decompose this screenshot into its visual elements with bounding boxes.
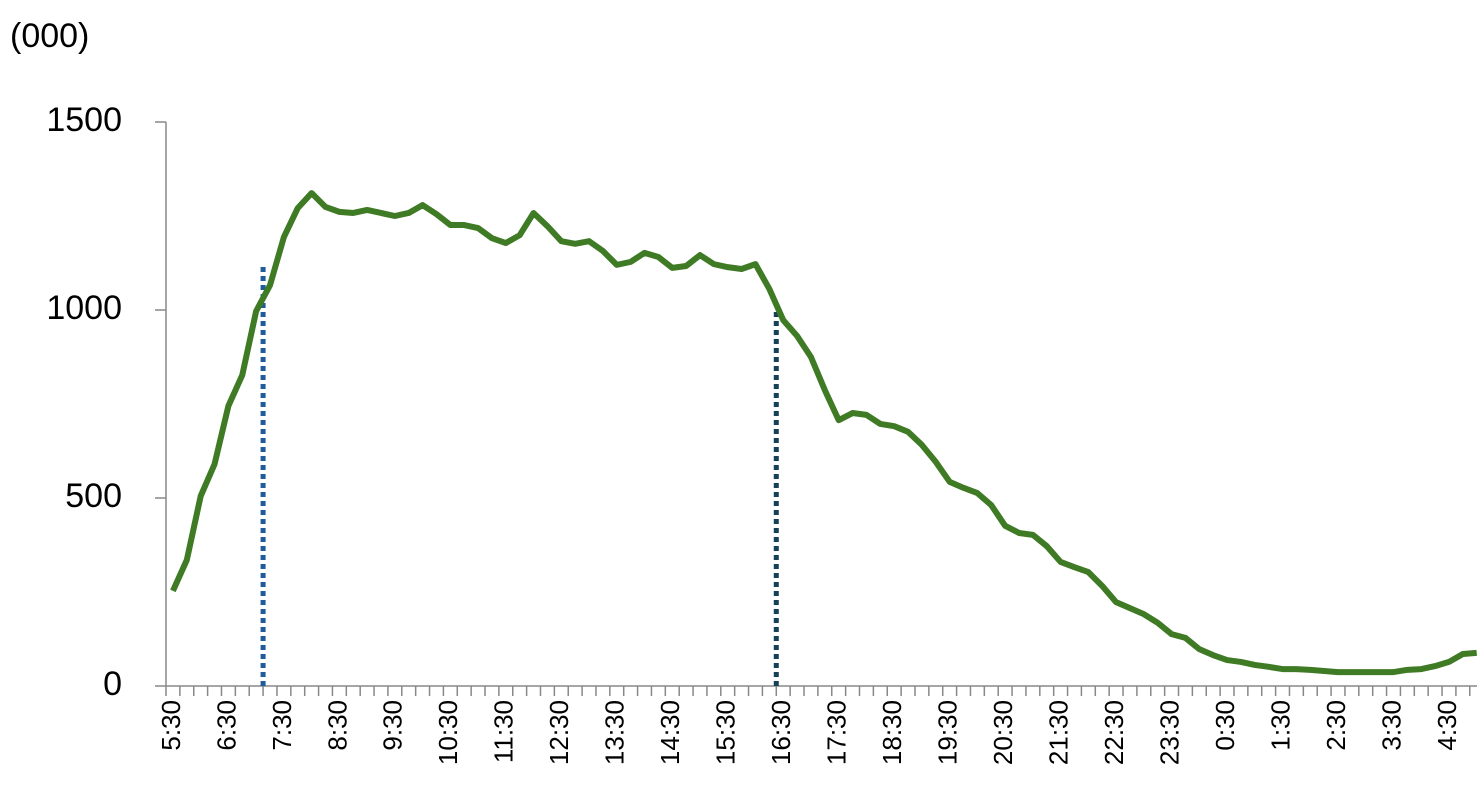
- x-tick-label: 17:30: [822, 700, 852, 765]
- x-tick-label: 19:30: [933, 700, 963, 765]
- x-tick-label: 4:30: [1432, 700, 1462, 751]
- x-tick-label: 21:30: [1043, 700, 1073, 765]
- x-tick-label: 18:30: [877, 700, 907, 765]
- x-tick-label: 2:30: [1321, 700, 1351, 751]
- y-tick-label: 1500: [46, 101, 122, 139]
- y-axis-label: (000): [10, 17, 89, 55]
- x-tick-label: 7:30: [267, 700, 297, 751]
- x-tick-label: 8:30: [322, 700, 352, 751]
- x-tick-label: 9:30: [378, 700, 408, 751]
- x-tick-label: 12:30: [544, 700, 574, 765]
- x-tick-label: 13:30: [600, 700, 630, 765]
- x-tick-label: 16:30: [766, 700, 796, 765]
- x-tick-label: 20:30: [988, 700, 1018, 765]
- x-tick-label: 10:30: [433, 700, 463, 765]
- x-tick-label: 0:30: [1210, 700, 1240, 751]
- line-series: [170, 190, 1477, 676]
- y-tick-label: 0: [103, 665, 122, 703]
- y-tick-label: 500: [65, 477, 122, 515]
- x-tick-label: 3:30: [1376, 700, 1406, 751]
- x-tick-label: 23:30: [1154, 700, 1184, 765]
- y-tick-label: 1000: [46, 289, 122, 327]
- x-tick-label: 15:30: [711, 700, 741, 765]
- x-tick-label: 1:30: [1265, 700, 1295, 751]
- x-tick-label: 5:30: [156, 700, 186, 751]
- x-tick-label: 14:30: [655, 700, 685, 765]
- x-tick-label: 6:30: [211, 700, 241, 751]
- x-tick-label: 11:30: [489, 700, 519, 763]
- x-tick-label: 22:30: [1099, 700, 1129, 765]
